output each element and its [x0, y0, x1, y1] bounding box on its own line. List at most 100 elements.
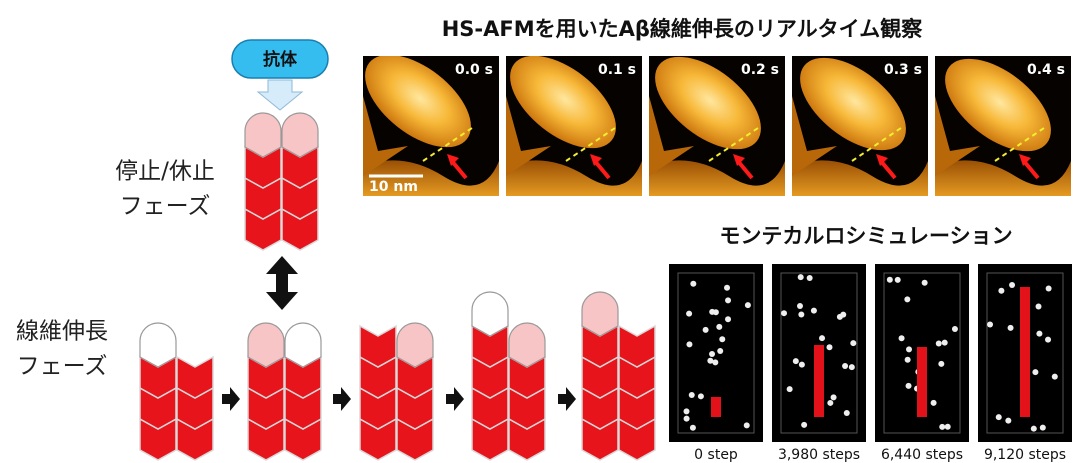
monomer [1035, 303, 1042, 310]
monomer [826, 344, 833, 351]
monomer [709, 350, 716, 357]
monomer [941, 339, 948, 346]
frame-time: 0.2 s [741, 62, 779, 78]
monomer [1032, 369, 1039, 376]
monomer [786, 386, 793, 393]
monomer [725, 316, 732, 323]
monomer [951, 325, 958, 332]
afm-floor [792, 160, 928, 196]
antibody-shape [231, 39, 329, 79]
monomer [840, 311, 847, 318]
monomer [935, 340, 942, 347]
monomer [806, 275, 813, 282]
dashed-line [565, 125, 619, 162]
fibril-cap [471, 291, 509, 337]
afm-image [935, 56, 1071, 196]
afm-floor [506, 96, 551, 176]
fibril-cap [508, 322, 546, 368]
monomer [905, 382, 912, 389]
fibril [711, 397, 721, 417]
sim-box [780, 272, 858, 434]
phase-label: 線維伸長 [16, 319, 108, 345]
monomer [1045, 336, 1052, 343]
monomer [709, 308, 716, 315]
monomer [1036, 330, 1043, 337]
monomer [717, 348, 724, 355]
monomer [830, 394, 837, 401]
fibril-cap [581, 291, 619, 337]
sim-box [883, 272, 961, 434]
fibril-cap [139, 322, 177, 368]
fibril-cap [284, 322, 322, 368]
afm-image [792, 56, 928, 196]
step-label: 6,440 steps [881, 447, 963, 463]
sim-box [986, 272, 1064, 434]
frame-time: 0.3 s [884, 62, 922, 78]
monomer [686, 310, 693, 317]
dashed-line [708, 125, 762, 162]
red-arrowhead [876, 154, 888, 166]
monomer [1030, 425, 1037, 432]
monomer [848, 364, 855, 371]
monomer [921, 279, 928, 286]
step-label: 0 step [694, 447, 738, 463]
monomer [690, 280, 697, 287]
step-arrow [222, 387, 240, 411]
frame-time: 0.4 s [1027, 62, 1065, 78]
monomer [796, 303, 803, 310]
monomer [801, 421, 808, 428]
monomer [724, 284, 731, 291]
monomer [683, 408, 690, 415]
phase-label: フェーズ [17, 354, 108, 380]
fibril-unit [176, 355, 214, 399]
phase-label: フェーズ [120, 194, 211, 220]
monomer [906, 346, 913, 353]
red-arrowhead [447, 154, 459, 166]
afm-image [363, 56, 499, 196]
afm-fibril [945, 58, 1051, 152]
monomer [819, 335, 826, 342]
afm-floor [363, 160, 499, 196]
monomer [810, 307, 817, 314]
monomer [843, 409, 850, 416]
red-arrowhead [590, 154, 602, 166]
afm-floor [363, 96, 408, 176]
monomer [886, 276, 893, 283]
step-arrow [446, 387, 464, 411]
afm-fibril [655, 56, 761, 150]
monomer [938, 360, 945, 367]
monomer [842, 362, 849, 369]
monomer [894, 276, 901, 283]
afm-frame: 0.3 s [792, 56, 928, 196]
monomer [1051, 373, 1058, 380]
monomer [995, 414, 1002, 421]
monomer [850, 340, 857, 347]
fibril-cap [247, 322, 285, 368]
monomer [1039, 424, 1046, 431]
monomer [797, 274, 804, 281]
afm-frame: 0.0 s 10 nm [363, 56, 499, 196]
step-arrow [558, 387, 576, 411]
monomer [998, 287, 1005, 294]
dashed-line [851, 125, 905, 162]
red-arrowhead [733, 154, 745, 166]
fibril-cap [396, 322, 434, 368]
fibril [814, 345, 824, 417]
afm-floor [649, 160, 785, 196]
monomer [716, 323, 723, 330]
afm-floor [935, 96, 980, 176]
monomer [689, 424, 696, 431]
monomer [683, 415, 690, 422]
monomer [686, 341, 693, 348]
dashed-line [422, 125, 476, 162]
monomer [904, 356, 911, 363]
antibody-label: 抗体 [263, 49, 298, 70]
afm-frame: 0.4 s [935, 56, 1071, 196]
fibril-unit [359, 324, 397, 368]
monomer [781, 310, 788, 317]
frame-time: 0.1 s [598, 62, 636, 78]
monomer [697, 393, 704, 400]
monomer [702, 326, 709, 333]
fibril [917, 347, 927, 417]
